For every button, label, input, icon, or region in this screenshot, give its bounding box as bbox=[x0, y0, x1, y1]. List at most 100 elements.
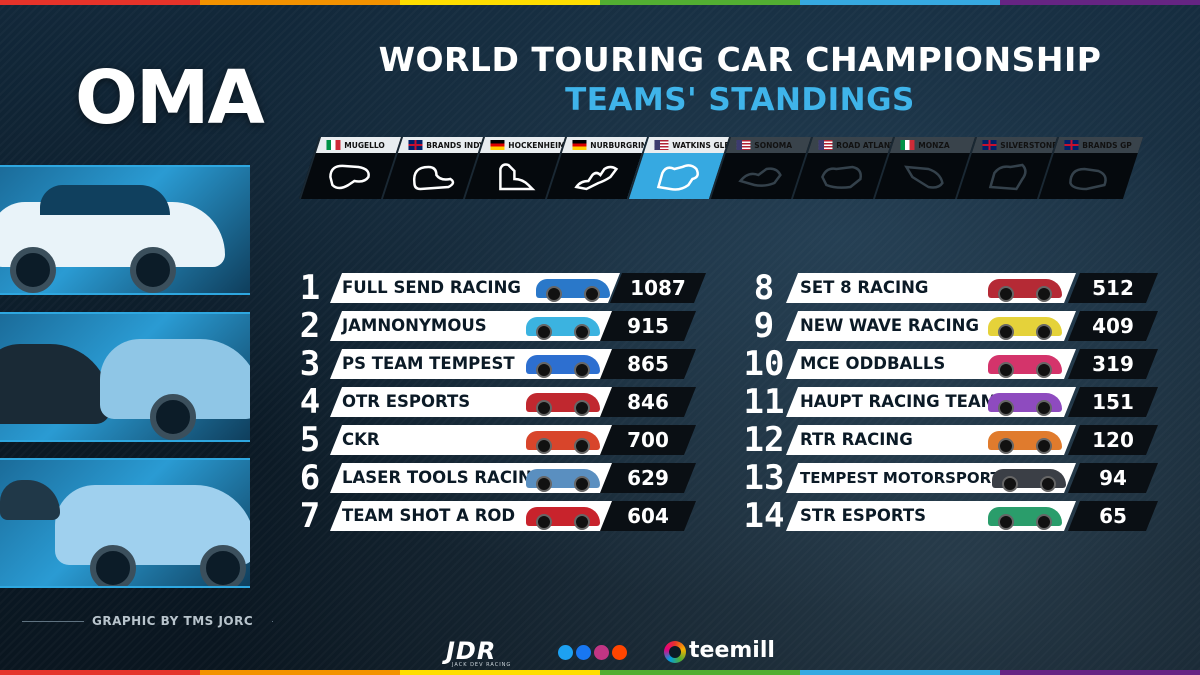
standings-row: 1 FULL SEND RACING 1087 bbox=[288, 269, 708, 307]
track-name: MONZA bbox=[918, 140, 950, 150]
standings-row: 10 MCE ODDBALLS 319 bbox=[742, 345, 1162, 383]
position-number: 2 bbox=[299, 306, 321, 346]
standings-row: 5 CKR 700 bbox=[288, 421, 708, 459]
team-car-icon bbox=[988, 317, 1062, 340]
team-car-icon bbox=[526, 393, 600, 416]
italy-flag-icon bbox=[326, 140, 341, 150]
reddit-icon[interactable] bbox=[612, 645, 627, 660]
team-points: 65 bbox=[1068, 501, 1158, 531]
team-points: 700 bbox=[600, 425, 696, 455]
team-car-icon bbox=[992, 469, 1066, 492]
team-points: 629 bbox=[600, 463, 696, 493]
track-card: SILVERSTONE bbox=[954, 137, 1062, 199]
team-points: 604 bbox=[600, 501, 696, 531]
track-name: MUGELLO bbox=[344, 140, 385, 150]
twitter-icon[interactable] bbox=[558, 645, 573, 660]
uk-flag-icon bbox=[408, 140, 423, 150]
germany-flag-icon bbox=[572, 140, 587, 150]
standings-row: 14 STR ESPORTS 65 bbox=[742, 497, 1162, 535]
position-number: 7 bbox=[299, 496, 321, 536]
team-points: 865 bbox=[600, 349, 696, 379]
track-name: BRANDS GP bbox=[1082, 140, 1132, 150]
team-points: 409 bbox=[1068, 311, 1158, 341]
usa-flag-icon bbox=[654, 140, 669, 150]
team-points: 846 bbox=[600, 387, 696, 417]
track-card: BRANDS INDY bbox=[380, 137, 488, 199]
standings-row: 13 TEMPEST MOTORSPORT 94 bbox=[742, 459, 1162, 497]
uk-flag-icon bbox=[982, 140, 997, 150]
track-map-icon bbox=[988, 163, 1027, 191]
credit-divider-left bbox=[22, 621, 84, 622]
team-name: PS TEAM TEMPEST bbox=[342, 354, 515, 373]
team-points: 94 bbox=[1068, 463, 1158, 493]
track-card: HOCKENHEIM bbox=[462, 137, 570, 199]
standings-row: 7 TEAM SHOT A ROD 604 bbox=[288, 497, 708, 535]
team-car-icon bbox=[526, 431, 600, 454]
uk-flag-icon bbox=[1064, 140, 1079, 150]
position-number: 9 bbox=[753, 306, 775, 346]
standings-row: 12 RTR RACING 120 bbox=[742, 421, 1162, 459]
credit-divider-right bbox=[272, 621, 273, 622]
track-map-icon bbox=[656, 164, 699, 191]
position-number: 6 bbox=[299, 458, 321, 498]
position-number: 1 bbox=[299, 268, 321, 308]
team-car-icon bbox=[988, 431, 1062, 454]
graphic-credit: GRAPHIC BY TMS JORC bbox=[92, 614, 254, 628]
position-number: 14 bbox=[743, 496, 785, 536]
team-name: FULL SEND RACING bbox=[342, 278, 521, 297]
standings-row: 4 OTR ESPORTS 846 bbox=[288, 383, 708, 421]
page-subtitle: TEAMS' STANDINGS bbox=[565, 82, 915, 118]
track-card: MONZA bbox=[872, 137, 980, 199]
instagram-icon[interactable] bbox=[594, 645, 609, 660]
position-number: 3 bbox=[299, 344, 321, 384]
position-number: 5 bbox=[299, 420, 321, 460]
team-car-icon bbox=[988, 279, 1062, 302]
track-calendar: MUGELLO BRANDS INDY HOCKENHEIM NURBURGRI… bbox=[298, 137, 1144, 199]
jdr-tagline: JACK DEV RACING bbox=[452, 662, 512, 668]
team-name: JAMNONYMOUS bbox=[342, 316, 487, 335]
position-number: 11 bbox=[743, 382, 785, 422]
team-car-icon bbox=[536, 279, 610, 302]
position-number: 13 bbox=[743, 458, 785, 498]
track-card: MUGELLO bbox=[298, 137, 406, 199]
team-points: 1087 bbox=[610, 273, 706, 303]
car-photo-1 bbox=[0, 165, 250, 295]
team-car-icon bbox=[526, 469, 600, 492]
team-car-icon bbox=[526, 317, 600, 340]
team-car-icon bbox=[526, 355, 600, 378]
standings-row: 9 NEW WAVE RACING 409 bbox=[742, 307, 1162, 345]
team-name: LASER TOOLS RACING bbox=[342, 468, 546, 487]
team-car-icon bbox=[988, 355, 1062, 378]
car-photo-2 bbox=[0, 312, 250, 442]
usa-flag-icon bbox=[818, 140, 833, 150]
track-card: NURBURGRING bbox=[544, 137, 653, 199]
jdr-logo: JDR bbox=[446, 637, 497, 665]
track-card: SONOMA bbox=[708, 137, 816, 199]
track-map-icon bbox=[738, 167, 782, 187]
position-number: 10 bbox=[743, 344, 785, 384]
team-name: SET 8 RACING bbox=[800, 278, 929, 297]
teemill-logo: teemill bbox=[689, 638, 775, 663]
track-name: SONOMA bbox=[754, 140, 793, 150]
position-number: 4 bbox=[299, 382, 321, 422]
team-name: MCE ODDBALLS bbox=[800, 354, 946, 373]
track-card: ROAD ATLANTA bbox=[790, 137, 901, 199]
track-map-icon bbox=[1069, 167, 1107, 191]
standings-row: 3 PS TEAM TEMPEST 865 bbox=[288, 345, 708, 383]
standings-row: 8 SET 8 RACING 512 bbox=[742, 269, 1162, 307]
track-card: BRANDS GP bbox=[1036, 137, 1144, 199]
position-number: 12 bbox=[743, 420, 785, 460]
team-name: STR ESPORTS bbox=[800, 506, 926, 525]
team-points: 915 bbox=[600, 311, 696, 341]
facebook-icon[interactable] bbox=[576, 645, 591, 660]
track-map-icon bbox=[499, 163, 536, 191]
track-name: SILVERSTONE bbox=[1000, 140, 1058, 150]
track-map-icon bbox=[904, 165, 944, 189]
standings-row: 6 LASER TOOLS RACING 629 bbox=[288, 459, 708, 497]
team-name: TEMPEST MOTORSPORT bbox=[800, 469, 1001, 487]
team-points: 512 bbox=[1068, 273, 1158, 303]
team-name: RTR RACING bbox=[800, 430, 913, 449]
standings-row: 11 HAUPT RACING TEAM 151 bbox=[742, 383, 1162, 421]
team-name: OTR ESPORTS bbox=[342, 392, 471, 411]
team-name: NEW WAVE RACING bbox=[800, 316, 979, 335]
